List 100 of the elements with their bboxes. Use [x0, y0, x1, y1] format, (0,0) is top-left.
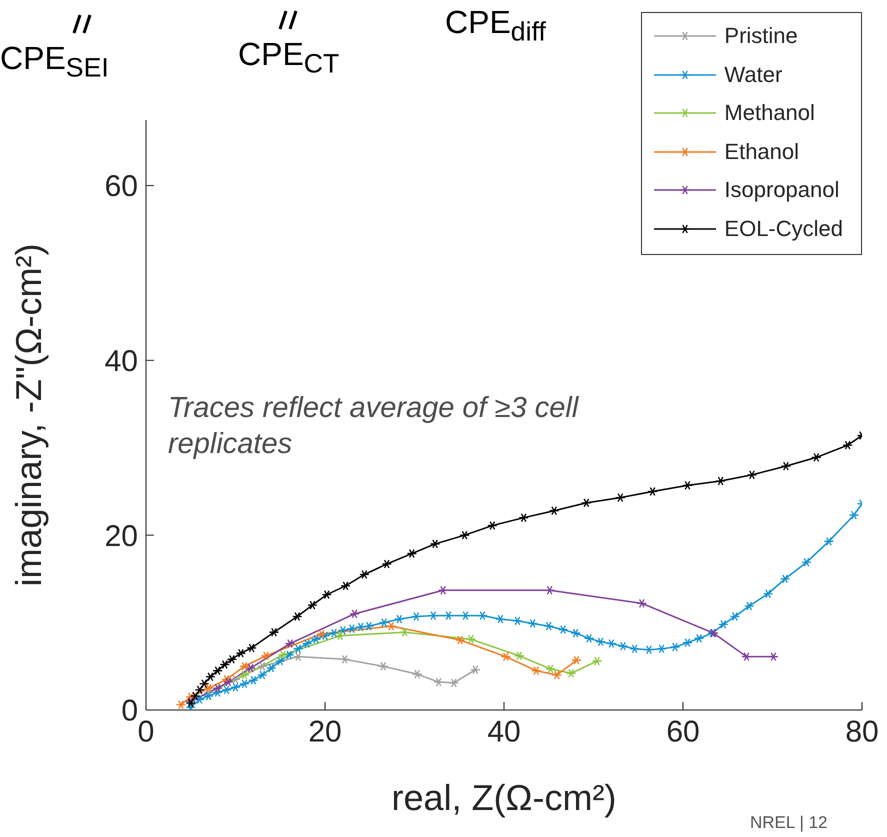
x-tick-label: 80: [845, 715, 879, 748]
point: [359, 570, 370, 580]
x-tick-label: 40: [487, 715, 521, 748]
point: [730, 612, 740, 622]
point: [466, 634, 476, 644]
legend-label: Water: [724, 62, 782, 88]
point: [544, 622, 554, 631]
point: [570, 628, 581, 638]
point: [335, 631, 346, 640]
point: [430, 539, 440, 548]
point: [246, 663, 256, 673]
text: CPE$_{SEI}$: [0, 39, 109, 84]
point: [411, 612, 422, 622]
point: [266, 663, 276, 673]
point: [268, 628, 280, 637]
point: [239, 662, 250, 671]
point: [606, 639, 617, 648]
legend-label: Isopropanol: [724, 177, 840, 204]
legend-label: Pristine: [724, 23, 798, 50]
point: [221, 674, 232, 684]
legend-label: EOL-Cycled: [724, 216, 843, 242]
point: [386, 622, 396, 631]
point: [284, 639, 296, 648]
point: [746, 470, 758, 480]
point: [581, 498, 592, 508]
point: [257, 662, 268, 671]
point: [615, 493, 626, 502]
point: [596, 637, 606, 646]
point: [682, 638, 693, 648]
legend-label: Ethanol: [724, 138, 800, 165]
point: [394, 614, 404, 624]
point: [630, 644, 640, 654]
point: [571, 656, 582, 665]
text: CPE$_{diff}$: [445, 3, 546, 48]
point: [428, 611, 438, 620]
point: [495, 614, 506, 624]
point: [487, 521, 498, 530]
point: [647, 486, 658, 496]
point: [293, 652, 304, 662]
point: [512, 616, 523, 626]
x-axis-title: real, Z(Ω-cm²): [392, 777, 616, 818]
legend-label: Methanol: [724, 100, 815, 126]
point: [260, 651, 272, 660]
point: [322, 590, 332, 600]
point: [842, 440, 853, 450]
point: [744, 601, 754, 611]
x-tick-label: 20: [308, 715, 342, 748]
point: [470, 665, 481, 674]
point: [340, 654, 350, 664]
point: [566, 668, 576, 678]
point: [412, 670, 422, 679]
y-tick-label: 60: [104, 170, 138, 204]
point: [406, 548, 417, 558]
point: [246, 643, 257, 653]
point: [768, 652, 779, 662]
point: [670, 642, 680, 652]
point: [278, 650, 288, 660]
point: [762, 589, 774, 598]
point: [204, 688, 214, 698]
point: [400, 628, 410, 637]
point: [434, 677, 444, 687]
point: [558, 625, 568, 634]
point: [636, 598, 647, 608]
point: [801, 558, 812, 567]
point: [223, 677, 234, 687]
point: [477, 611, 488, 620]
point: [644, 645, 654, 654]
point: [548, 506, 560, 516]
y-tick-label: 20: [104, 520, 138, 553]
point: [824, 536, 834, 546]
point: [584, 634, 594, 643]
text: CPE$_{CT}$: [238, 35, 340, 80]
point: [618, 642, 628, 651]
point: [682, 480, 693, 490]
point: [741, 652, 752, 662]
point: [715, 476, 726, 486]
point: [186, 692, 196, 702]
point: [848, 510, 860, 520]
point: [656, 644, 667, 654]
y-tick-label: 40: [104, 345, 138, 378]
point: [176, 700, 186, 710]
point: [780, 462, 792, 471]
point: [780, 574, 790, 584]
point: [500, 652, 511, 662]
point: [292, 612, 302, 622]
point: [545, 664, 556, 674]
point: [382, 559, 392, 569]
point: [316, 629, 327, 639]
point: [459, 530, 470, 540]
point: [514, 651, 524, 660]
point: [239, 670, 250, 680]
point: [552, 670, 562, 680]
point: [531, 666, 542, 676]
point: [592, 656, 602, 666]
point: [364, 622, 374, 631]
text: NREL | 12: [750, 812, 828, 834]
point: [460, 611, 471, 620]
y-tick-label: 0: [121, 694, 138, 728]
point: [718, 620, 728, 629]
point: [340, 581, 351, 590]
